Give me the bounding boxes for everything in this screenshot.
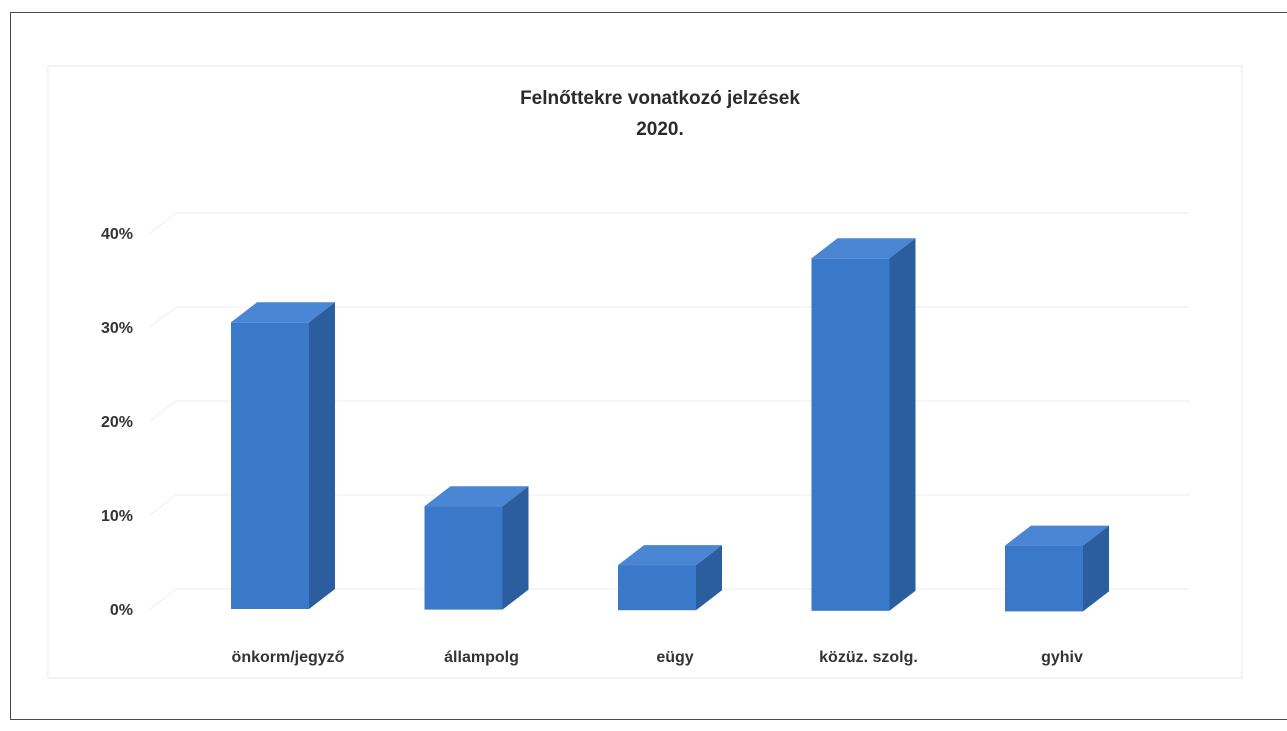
category-label: közüz. szolg. — [819, 649, 918, 666]
bar-top — [811, 238, 916, 259]
x-axis-labels: önkorm/jegyző állampolg eügy közüz. szolg. g… — [232, 649, 1083, 666]
bar — [811, 258, 890, 611]
y-tick-label: 30% — [101, 320, 133, 337]
grid-line-depth — [149, 212, 177, 234]
chart-frame — [10, 12, 1287, 720]
y-axis-ticks: 0% 10% 20% 30% 40% — [101, 226, 133, 619]
chart-subtitle: 2020. — [636, 119, 684, 140]
category-label: eügy — [656, 649, 693, 666]
category-label: önkorm/jegyző — [232, 649, 345, 666]
bar-side — [502, 486, 529, 610]
y-tick-label: 0% — [110, 602, 133, 619]
bar-side — [1083, 525, 1109, 612]
grid-line-depth — [149, 306, 177, 328]
bar-top — [424, 486, 529, 507]
bar-top — [618, 545, 722, 566]
grid-lines — [149, 212, 1190, 610]
y-tick-label: 40% — [101, 226, 133, 243]
category-label: gyhiv — [1041, 649, 1083, 666]
bar — [231, 322, 309, 609]
bar-top — [1005, 525, 1109, 546]
grid-line-depth — [149, 494, 177, 516]
y-tick-label: 10% — [101, 508, 133, 525]
bar-top — [231, 302, 335, 323]
bar — [424, 506, 503, 610]
y-tick-label: 20% — [101, 414, 133, 431]
bar — [1005, 545, 1083, 612]
bars — [231, 238, 1109, 612]
category-label: állampolg — [444, 649, 519, 666]
bar-side — [696, 545, 722, 611]
bar — [618, 565, 696, 611]
chart-title: Felnőttekre vonatkozó jelzések — [520, 88, 800, 109]
bar-side — [309, 302, 335, 609]
bar-side — [889, 238, 916, 611]
grid-line-depth — [149, 400, 177, 422]
grid-line-depth — [149, 588, 177, 610]
